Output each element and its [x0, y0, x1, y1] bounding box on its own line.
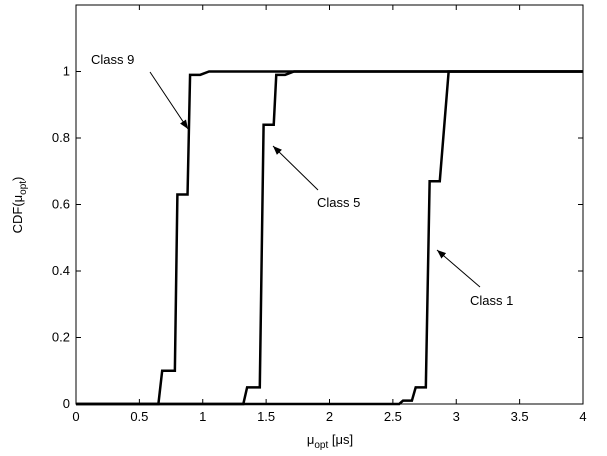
x-tick-label: 3: [453, 409, 460, 424]
x-label-sub: opt: [314, 440, 328, 451]
series-annotation: Class 9: [91, 52, 134, 67]
x-axis-label: μopt [μs]: [307, 432, 353, 451]
x-tick-label: 3.5: [511, 409, 529, 424]
x-tick-label: 1: [199, 409, 206, 424]
x-tick-label: 2.5: [384, 409, 402, 424]
x-label-base: μ: [307, 432, 315, 447]
annotation-arrow: [436, 249, 481, 288]
y-axis-label: CDF(μopt): [10, 177, 29, 234]
series-annotation: Class 1: [470, 293, 513, 308]
y-tick-label: 0.4: [52, 263, 70, 278]
x-tick-label: 4: [579, 409, 586, 424]
y-tick-label: 0.2: [52, 330, 70, 345]
y-tick-label: 0: [63, 396, 70, 411]
y-tick-label: 0.6: [52, 197, 70, 212]
y-tick-label: 0.8: [52, 130, 70, 145]
x-tick-label: 2: [326, 409, 333, 424]
y-label-sub: opt: [18, 181, 29, 195]
series-line: [76, 70, 583, 406]
x-tick-label: 0: [72, 409, 79, 424]
series-annotation: Class 5: [317, 195, 360, 210]
annotation-arrow: [149, 71, 189, 130]
x-tick-label: 1.5: [257, 409, 275, 424]
y-label-base: CDF(μ: [10, 195, 25, 234]
y-tick-label: 1: [63, 64, 70, 79]
series-line: [76, 70, 583, 406]
series-line: [76, 70, 583, 406]
annotation-arrow: [272, 145, 319, 191]
x-label-rest: [μs]: [328, 432, 353, 447]
x-tick-label: 0.5: [130, 409, 148, 424]
y-label-rest: ): [10, 177, 25, 181]
